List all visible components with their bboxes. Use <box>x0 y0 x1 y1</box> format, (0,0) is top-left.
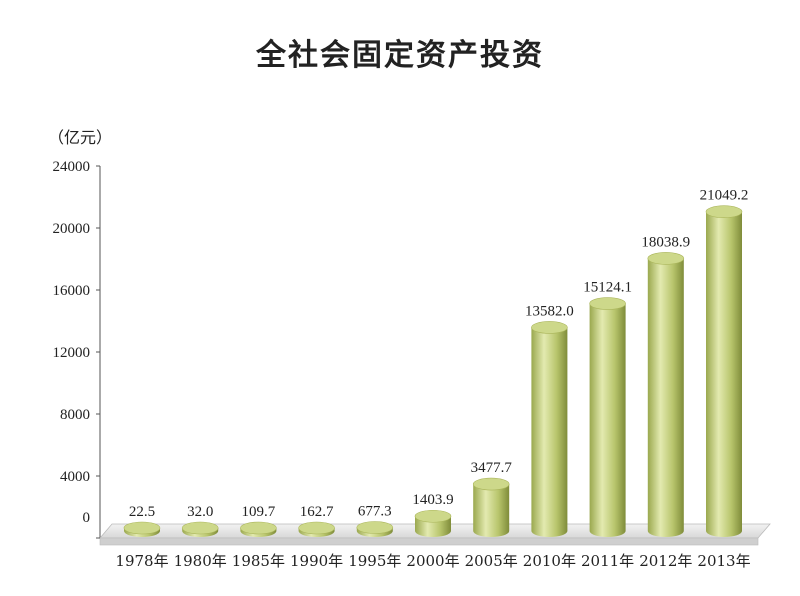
data-label: 18038.9 <box>641 234 690 250</box>
x-tick-label: 1995年 <box>348 552 401 570</box>
x-tick-label: 2011年 <box>581 552 634 570</box>
x-tick-label: 2010年 <box>523 552 576 570</box>
y-tick-label: 12000 <box>53 345 91 361</box>
bar <box>414 509 452 537</box>
x-tick-label: 1978年 <box>115 552 168 570</box>
bar-body <box>589 303 626 537</box>
bar <box>531 321 568 537</box>
bar-top <box>298 521 335 535</box>
bar <box>589 297 626 537</box>
y-tick-label: 24000 <box>53 159 91 175</box>
y-tick-label: 20000 <box>53 221 91 237</box>
bar <box>356 521 394 537</box>
labels: 22.5 1978年 32.0 1980年 109.7 1985年 162.7 1990年 67… <box>115 188 750 570</box>
bar-top <box>356 521 394 534</box>
x-tick-label: 1985年 <box>232 552 285 570</box>
bar-body <box>473 484 510 537</box>
data-label: 22.5 <box>129 504 155 520</box>
data-label: 162.7 <box>300 504 334 520</box>
y-tick-label: 4000 <box>60 469 90 485</box>
bar-top <box>181 521 219 535</box>
bar-top <box>647 252 685 265</box>
bar <box>705 205 743 537</box>
bar <box>123 521 161 537</box>
x-tick-label: 1980年 <box>174 552 227 570</box>
bar <box>181 521 219 537</box>
data-label: 1403.9 <box>412 492 453 508</box>
y-tick-label: 16000 <box>53 283 91 299</box>
x-tick-label: 2012年 <box>639 552 692 570</box>
bar-top <box>705 205 743 219</box>
x-tick-label: 1990年 <box>290 552 343 570</box>
y-tick-label: 0 <box>83 510 91 526</box>
data-label: 109.7 <box>242 504 276 520</box>
bar-body <box>531 327 568 537</box>
bar-body <box>647 258 684 537</box>
bar-top <box>414 509 452 523</box>
chart-floor-edge <box>99 537 759 546</box>
data-label: 15124.1 <box>583 280 632 296</box>
bar-top <box>589 297 626 310</box>
bar-body <box>706 211 742 537</box>
bar-top <box>531 321 568 334</box>
x-tick-label: 2013年 <box>697 552 750 570</box>
bar <box>240 521 277 537</box>
bar <box>647 252 685 537</box>
x-tick-label: 2005年 <box>465 552 518 570</box>
data-label: 3477.7 <box>471 460 513 476</box>
y-axis-unit: （亿元） <box>48 128 113 147</box>
data-label: 677.3 <box>358 504 392 520</box>
bar-top <box>472 477 510 491</box>
data-label: 21049.2 <box>700 188 749 204</box>
chart-title: 全社会固定资产投资 <box>256 38 544 73</box>
bar-top <box>240 521 277 535</box>
x-tick-label: 2000年 <box>406 552 459 570</box>
bar <box>472 477 510 537</box>
data-label: 13582.0 <box>525 303 574 319</box>
y-tick-label: 8000 <box>60 407 90 423</box>
data-label: 32.0 <box>187 504 213 520</box>
bar-top <box>123 521 161 535</box>
bars <box>123 205 743 537</box>
bar <box>298 521 335 537</box>
